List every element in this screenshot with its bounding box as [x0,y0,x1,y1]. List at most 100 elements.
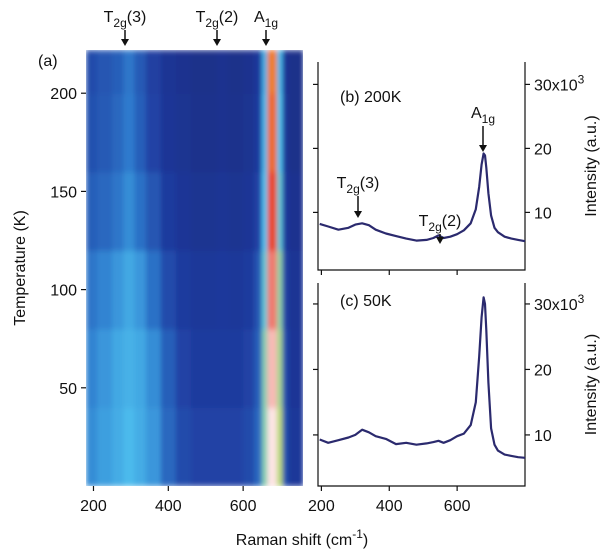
heat-cell [262,250,268,329]
arrow-head [213,39,221,46]
heat-cell [254,50,262,94]
arrow-head [479,145,487,152]
heat-cell [217,407,229,486]
heat-cell [282,329,288,408]
y-axis-title: Intensity (a.u.) [583,115,600,216]
x-axis-title-part: -1 [352,527,363,541]
x-tick-label: 600 [444,498,471,515]
heat-cell [97,329,112,408]
heat-cell [97,250,112,329]
y-tick-label-part: 30x10 [534,77,578,94]
peak-label-part: (3) [360,175,380,192]
heat-cell [228,50,243,94]
arrow-head [262,39,270,46]
heat-cell [146,50,161,94]
heat-cell [191,250,206,329]
heat-cell [146,172,161,251]
x-tick-label: 600 [230,498,257,515]
y-tick-label-part: 30x10 [534,297,578,314]
heat-cell [176,172,191,251]
heat-cell [112,250,124,329]
heat-cell [176,329,191,408]
heat-cell [135,329,147,408]
heat-cell [97,172,112,251]
heat-cell [86,93,98,172]
heatmap [86,50,304,487]
y-tick-label-part: 3 [578,292,585,306]
heat-cell [191,172,206,251]
heat-cell [191,93,206,172]
heat-cell [243,172,255,251]
heat-cell [123,93,135,172]
peak-label-part: T [104,9,114,26]
heat-cell [296,250,304,329]
heat-cell [282,93,288,172]
heat-cell [123,329,135,408]
arrow-head [121,39,129,46]
heat-cell [282,172,288,251]
heat-cell [254,329,262,408]
arrow-head [436,237,444,244]
peak-label: T2g(3) [337,175,380,196]
heat-cell [112,50,124,94]
heat-cell [296,172,304,251]
y-axis-title: Intensity (a.u.) [583,334,600,435]
y-tick-label: 50 [59,381,77,398]
heat-cell [262,172,268,251]
x-tick-label: 400 [155,498,182,515]
x-tick-label: 200 [308,498,335,515]
peak-label-part: A [254,9,265,26]
y-tick-label: 20 [534,362,552,379]
heat-cell [97,93,112,172]
heat-cell [191,329,206,408]
heat-cell [161,93,176,172]
heat-cell [206,250,218,329]
peak-label-part: 2g [113,16,126,30]
panel-label: (a) [38,53,58,70]
heat-cell [176,250,191,329]
panel-label: (c) 50K [340,293,392,310]
peak-label: T2g(3) [104,9,147,30]
heat-cell [228,93,243,172]
peak-label-part: 2g [346,182,359,196]
x-axis-title-part: ) [363,532,368,549]
heat-cell [97,407,112,486]
spectrum-line [320,297,525,457]
y-axis-title: Temperature (K) [12,210,29,326]
peak-label-part: (2) [219,9,239,26]
heat-cell [217,250,229,329]
heat-cell [135,407,147,486]
heat-cell [243,329,255,408]
heat-cell [135,172,147,251]
peak-label-part: 2g [428,220,441,234]
heat-cell [206,329,218,408]
panel-label: (b) 200K [340,89,402,106]
heat-cell [135,93,147,172]
heat-cell [86,407,98,486]
y-tick-label: 20 [534,141,552,158]
x-tick-label: 400 [376,498,403,515]
heat-cell [288,172,296,251]
heat-cell [135,250,147,329]
peak-label: T2g(2) [419,213,462,234]
y-tick-label: 10 [534,205,552,222]
heat-cell [112,172,124,251]
heat-cell [243,93,255,172]
heat-cell [206,50,218,94]
heat-cell [243,407,255,486]
heat-cell [112,407,124,486]
y-tick-label: 150 [50,184,77,201]
heat-cell [123,407,135,486]
heat-cell [176,50,191,94]
x-axis-title: Raman shift (cm-1) [236,527,368,549]
heat-cell [191,50,206,94]
peak-label: T2g(2) [196,9,239,30]
axis-frame [318,283,525,486]
heat-cell [277,172,283,251]
peak-label: A1g [254,9,278,30]
heat-cell [161,329,176,408]
arrow-head [354,211,362,218]
x-tick-label: 200 [80,498,107,515]
heat-cell [296,93,304,172]
heat-cell [86,329,98,408]
